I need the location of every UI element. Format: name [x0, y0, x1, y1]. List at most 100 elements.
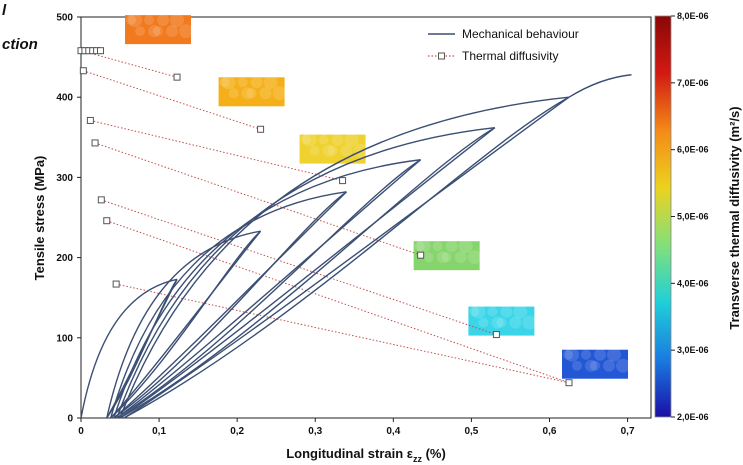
thermal-map-speckle [344, 132, 359, 147]
diffusivity-point [103, 217, 111, 225]
thermal-map-3 [299, 132, 368, 164]
thermal-map-fill [125, 15, 192, 45]
unloading-curve [123, 96, 570, 419]
reloading-curve [119, 127, 496, 419]
diffusivity-point [79, 67, 87, 75]
thermal-map-speckle [471, 304, 486, 319]
colorbar-tick-label: 4,0E-06 [677, 278, 709, 288]
x-tick-label: 0,7 [621, 426, 635, 437]
diffusivity-link [94, 142, 421, 256]
unloading-curve [119, 127, 496, 419]
reloading-curve [110, 230, 262, 419]
thermal-map-speckle [603, 359, 616, 372]
x-axis-label-text: Longitudinal strain [286, 446, 407, 461]
thermal-map-speckle [416, 239, 431, 254]
thermal-map-speckle [607, 347, 622, 362]
corner-text-line2: ction [2, 36, 38, 53]
y-tick-label: 500 [56, 13, 73, 24]
x-tick-label: 0,6 [543, 426, 557, 437]
thermal-map-speckle [509, 316, 522, 329]
thermal-map-speckle [458, 239, 473, 254]
thermal-map-speckle [157, 14, 170, 27]
thermal-map-speckle [128, 13, 143, 28]
loading-curve [80, 278, 178, 419]
diffusivity-point [173, 73, 181, 81]
thermal-map-speckle [126, 15, 137, 26]
thermal-map-speckle [272, 86, 287, 101]
colorbar-gradient [654, 15, 672, 418]
diffusivity-point [492, 331, 500, 339]
final-loading-curve [568, 74, 632, 98]
reloading-curve [116, 159, 422, 419]
loading-curve [109, 191, 347, 419]
thermal-map-speckle [246, 88, 257, 99]
thermal-map-speckle [309, 145, 320, 156]
plot-border [80, 16, 652, 419]
thermal-map-speckle [300, 134, 311, 145]
thermal-map-speckle [322, 144, 335, 157]
x-axis-label-symbol: ε [407, 446, 413, 461]
thermal-map-speckle [166, 25, 179, 38]
thermal-map-speckle [522, 315, 537, 330]
y-axis-ticks: 0 100 200 300 400 500 [56, 13, 81, 425]
diffusivity-point [112, 280, 120, 288]
thermal-map-fill [413, 241, 480, 271]
thermal-map-speckle [170, 13, 185, 28]
thermal-map-speckle [436, 251, 449, 264]
reloading-curve [123, 96, 570, 419]
colorbar-tick-label: 5,0E-06 [677, 212, 709, 222]
thermal-map-speckle [565, 347, 580, 362]
thermal-map-speckle [491, 316, 504, 329]
legend-marker-diffusivity [438, 52, 445, 60]
thermal-map-speckle [263, 75, 278, 90]
thermal-map-speckle [250, 76, 263, 89]
thermal-map-6 [562, 347, 631, 379]
thermal-map-1 [125, 13, 194, 45]
unloading-curve [110, 230, 262, 419]
y-tick-label: 400 [56, 93, 73, 104]
diffusivity-point [86, 116, 94, 124]
colorbar-label: Transverse thermal diffusivity (m²/s) [727, 106, 742, 329]
thermal-map-2 [218, 75, 287, 107]
y-tick-label: 200 [56, 253, 73, 264]
thermal-map-speckle [445, 240, 458, 253]
diffusivity-point [257, 125, 265, 133]
thermal-map-5 [468, 304, 537, 336]
thermal-map-speckle [219, 77, 230, 88]
legend-label-diffusivity: Thermal diffusivity [462, 49, 558, 63]
y-tick-label: 0 [67, 414, 73, 425]
legend-label-mechanical: Mechanical behaviour [462, 27, 579, 41]
y-axis-label: Tensile stress (MPa) [32, 156, 47, 281]
x-axis-label-subscript: zz [413, 454, 423, 464]
thermal-map-fill [299, 134, 366, 164]
diffusivity-link [90, 119, 343, 182]
thermal-map-speckle [572, 360, 583, 371]
thermal-map-speckle [454, 251, 467, 264]
x-axis-ticks: 0 0,1 0,2 0,3 0,4 0,5 0,6 0,7 [78, 418, 635, 437]
unloading-curve [116, 159, 422, 419]
thermal-maps [125, 13, 631, 379]
colorbar-tick-label: 7,0E-06 [677, 78, 709, 88]
colorbar-ticks: 2,0E-06 3,0E-06 4,0E-06 5,0E-06 6,0E-06 7,0E-… [671, 11, 709, 422]
thermal-map-fill [218, 77, 285, 107]
loading-curve [113, 159, 421, 419]
thermal-map-speckle [616, 358, 631, 373]
thermal-diffusivity-series [77, 47, 573, 387]
thermal-map-speckle [414, 241, 425, 252]
diffusivity-point [91, 139, 99, 147]
diffusivity-point [417, 251, 425, 259]
x-tick-label: 0,4 [386, 426, 400, 437]
plot-area [80, 16, 652, 419]
thermal-map-speckle [585, 359, 598, 372]
diffusivity-point [339, 177, 347, 185]
diffusivity-link [101, 199, 497, 336]
colorbar-tick-label: 3,0E-06 [677, 345, 709, 355]
x-tick-label: 0,1 [152, 426, 166, 437]
thermal-map-speckle [237, 77, 248, 88]
corner-text-line1: l [2, 2, 7, 19]
thermal-map-speckle [228, 88, 239, 99]
colorbar-tick-label: 2,0E-06 [677, 412, 709, 422]
thermal-map-speckle [513, 304, 528, 319]
thermal-map-fill [468, 306, 535, 336]
thermal-map-speckle [500, 305, 513, 318]
